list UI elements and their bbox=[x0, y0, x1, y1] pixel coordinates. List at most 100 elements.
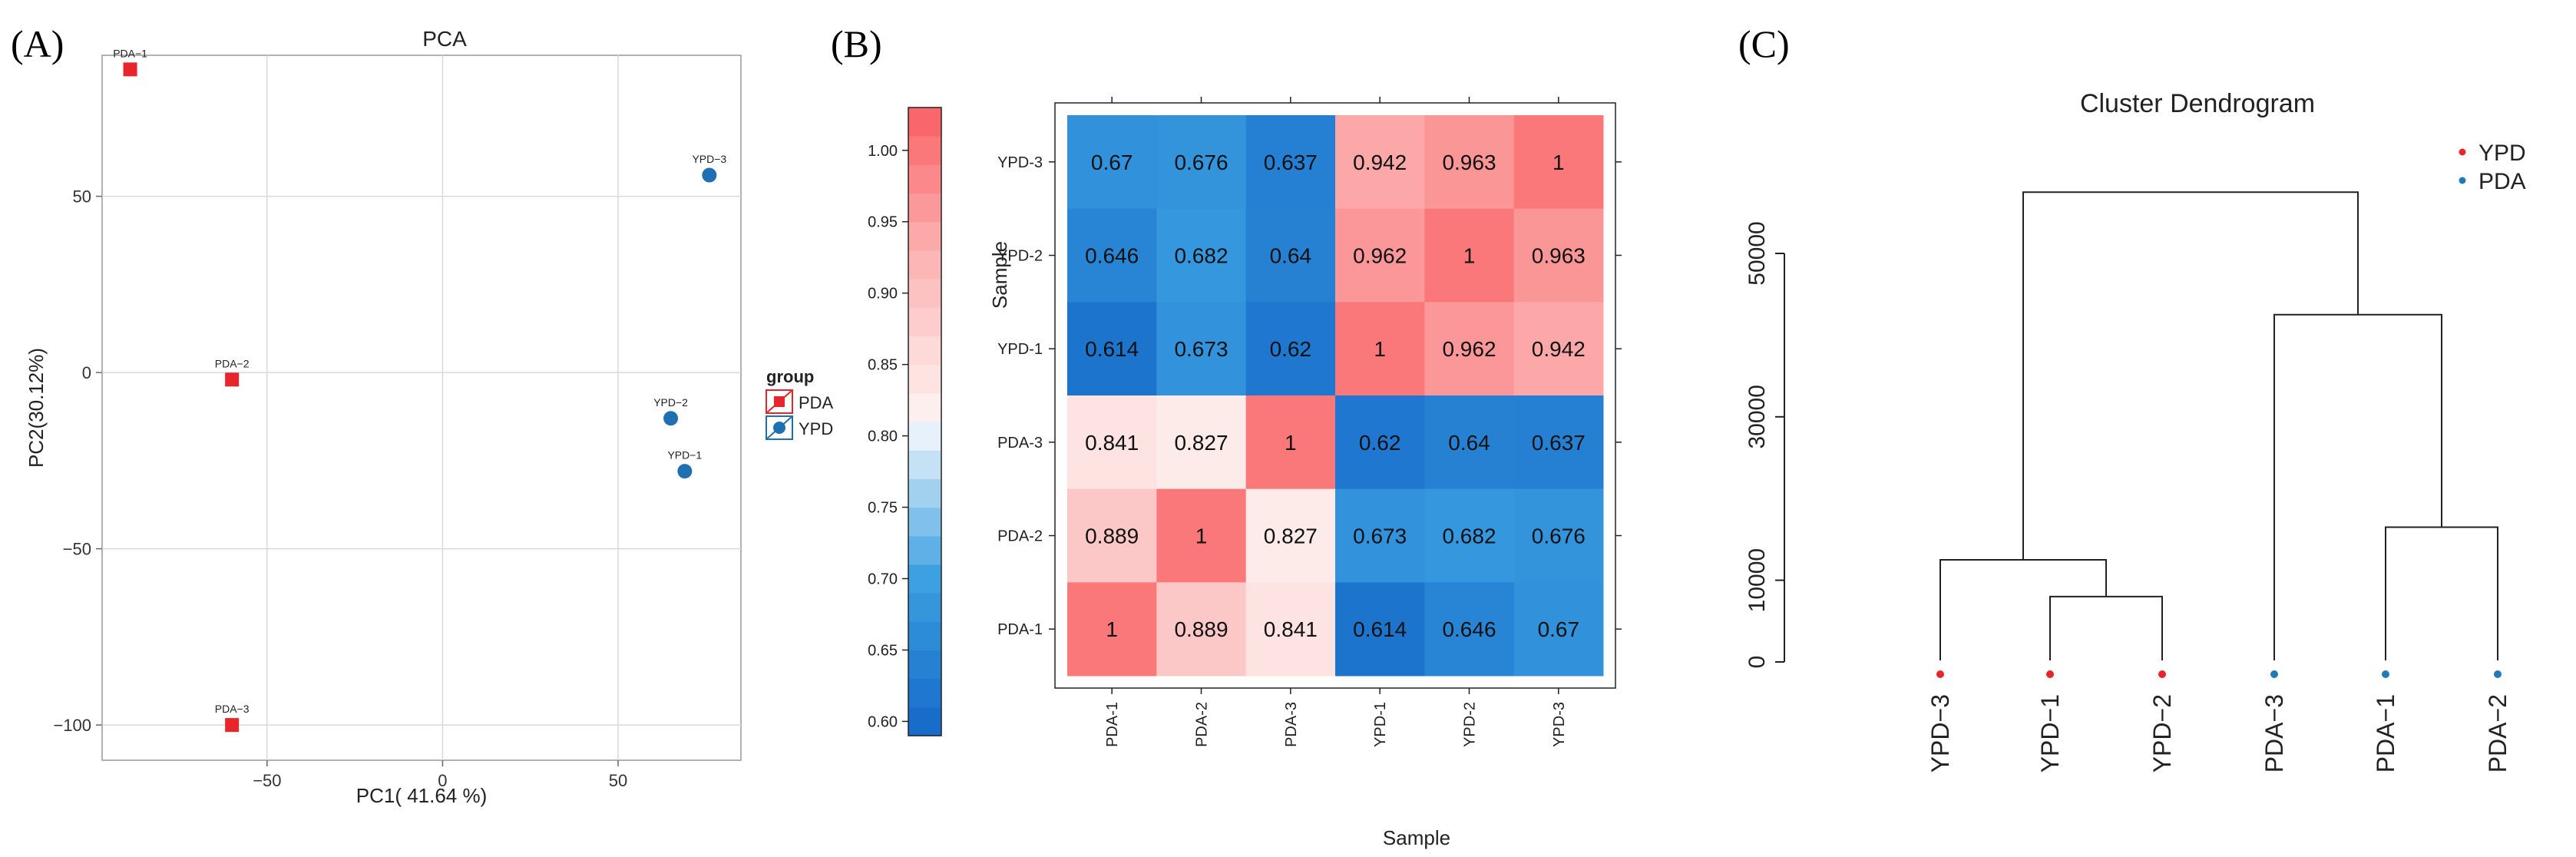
pca-legend-ypd-label: YPD bbox=[799, 419, 833, 438]
pca-points: PDA−1 PDA−2 PDA−3 YPD−3 YPD−2 YPD−1 bbox=[113, 47, 726, 733]
heatmap-cell bbox=[1156, 208, 1247, 303]
colorbar-tick-label: 0.70 bbox=[868, 571, 898, 588]
heatmap-cell bbox=[1513, 208, 1604, 303]
heatmap-cell-label: 0.646 bbox=[1085, 244, 1139, 268]
heatmap-col-label: YPD-1 bbox=[1372, 702, 1389, 747]
dendrogram-branch bbox=[2049, 595, 2163, 660]
panel-label-a: (A) bbox=[11, 22, 64, 65]
colorbar-segment bbox=[908, 478, 941, 508]
heatmap-cell-label: 0.64 bbox=[1270, 244, 1312, 268]
pca-point-pda-1 bbox=[123, 62, 137, 77]
colorbar-tick-label: 0.95 bbox=[868, 214, 898, 231]
heatmap-cell bbox=[1245, 582, 1336, 677]
pca-tick-label-y: −50 bbox=[63, 540, 91, 559]
heatmap-cell bbox=[1156, 488, 1247, 583]
heatmap-cell bbox=[1067, 208, 1157, 303]
heatmap-col-label: PDA-1 bbox=[1104, 702, 1121, 747]
dendrogram-leaf-dot bbox=[2046, 670, 2054, 678]
pca-point-label: YPD−2 bbox=[653, 396, 688, 409]
heatmap-cell-label: 0.673 bbox=[1174, 337, 1228, 361]
heatmap-cell bbox=[1424, 302, 1515, 396]
heatmap-cell bbox=[1424, 488, 1515, 583]
heatmap-cell bbox=[1335, 488, 1425, 583]
dendrogram-axis-tick-label: 0 bbox=[1744, 656, 1770, 669]
colorbar-segment bbox=[908, 221, 941, 251]
dendrogram-leaf-label: YPD−3 bbox=[1926, 694, 1954, 773]
heatmap-cell-label: 1 bbox=[1463, 244, 1476, 268]
dendrogram-title: Cluster Dendrogram bbox=[2080, 89, 2315, 118]
dendrogram-leaf-label: PDA−3 bbox=[2260, 694, 2288, 773]
heatmap-cell-label: 0.637 bbox=[1532, 431, 1586, 455]
heatmap-cell-label: 0.64 bbox=[1448, 431, 1490, 455]
pca-point-label: YPD−1 bbox=[667, 449, 702, 462]
heatmap-cell bbox=[1156, 582, 1247, 677]
dendrogram-leaves: YPD−3 YPD−1 YPD−2 PDA−3 PDA−1 PDA−2 bbox=[1926, 670, 2512, 773]
heatmap-cells: 0.67 0.676 0.637 0.942 0.963 1 0.646 0.682 0.64 0… bbox=[1067, 115, 1604, 677]
pca-grid bbox=[102, 55, 741, 760]
dendrogram-branch bbox=[2385, 526, 2498, 660]
heatmap-cell bbox=[1424, 208, 1515, 303]
pca-legend: group PDA YPD bbox=[766, 367, 834, 440]
pca-x-axis-label: PC1( 41.64 %) bbox=[356, 784, 488, 807]
pca-tick-label-y: 50 bbox=[73, 187, 91, 207]
pca-point-ypd-2 bbox=[663, 411, 679, 426]
heatmap-cell-label: 0.963 bbox=[1532, 244, 1586, 268]
colorbar-segment bbox=[908, 307, 941, 337]
heatmap-cell-label: 0.962 bbox=[1442, 337, 1496, 361]
colorbar-segment bbox=[908, 706, 941, 736]
heatmap-row-label: PDA-2 bbox=[997, 528, 1043, 545]
heatmap-cell bbox=[1245, 208, 1336, 303]
heatmap-cell-label: 1 bbox=[1553, 151, 1565, 174]
pca-tick-label-x: −50 bbox=[253, 771, 281, 790]
colorbar-segment bbox=[908, 164, 941, 194]
heatmap-cell-label: 0.646 bbox=[1442, 617, 1496, 641]
colorbar-frame bbox=[908, 107, 942, 736]
heatmap-cell-label: 0.682 bbox=[1174, 244, 1228, 268]
heatmap-cell bbox=[1424, 115, 1515, 210]
heatmap-cell bbox=[1156, 395, 1247, 490]
colorbar-segment bbox=[908, 507, 941, 537]
colorbar-tick-label: 0.75 bbox=[868, 500, 898, 517]
pca-tick-label-x: 0 bbox=[438, 771, 447, 790]
colorbar-segment bbox=[908, 136, 941, 165]
dendrogram-leaf-label: YPD−1 bbox=[2036, 694, 2064, 773]
colorbar-tick-label: 1.00 bbox=[868, 143, 898, 160]
pca-legend-ypd-marker bbox=[773, 422, 785, 434]
pca-legend-title: group bbox=[766, 367, 814, 386]
panel-label-b: (B) bbox=[831, 22, 882, 65]
heatmap-cell bbox=[1245, 488, 1336, 583]
dendrogram-branch bbox=[2022, 191, 2359, 560]
colorbar-tick-label: 0.85 bbox=[868, 357, 898, 374]
heatmap-cell bbox=[1513, 488, 1604, 583]
dendrogram-branch bbox=[2273, 313, 2442, 660]
heatmap-col-label: YPD-2 bbox=[1462, 702, 1479, 747]
heatmap-cell bbox=[1067, 395, 1157, 490]
heatmap-cell-label: 0.67 bbox=[1091, 151, 1133, 174]
heatmap-cell-label: 1 bbox=[1374, 337, 1386, 361]
heatmap-cell bbox=[1245, 395, 1336, 490]
heatmap-cell-label: 1 bbox=[1195, 524, 1208, 548]
heatmap-cell bbox=[1335, 582, 1425, 677]
pca-point-pda-2 bbox=[225, 372, 240, 387]
pca-legend-pda-marker bbox=[774, 396, 785, 407]
heatmap-cell-label: 0.673 bbox=[1353, 524, 1407, 548]
pca-title: PCA bbox=[422, 27, 467, 51]
heatmap-col-label: PDA-2 bbox=[1194, 702, 1211, 747]
heatmap-cell bbox=[1245, 115, 1336, 210]
pca-ticks: −50 0 50 −100 −50 0 50 bbox=[53, 187, 627, 790]
panel-label-c: (C) bbox=[1738, 22, 1790, 65]
colorbar-segment bbox=[908, 279, 941, 308]
heatmap-colorbar bbox=[908, 107, 942, 736]
pca-tick-label-y: 0 bbox=[82, 363, 91, 382]
colorbar-segment bbox=[908, 564, 941, 594]
heatmap-cell bbox=[1335, 208, 1425, 303]
heatmap-axes: YPD-3 YPD-2 YPD-1 PDA-3 PDA-2 PDA-1 PDA-1 PDA-2… bbox=[997, 97, 1622, 747]
colorbar-segment bbox=[908, 392, 941, 422]
heatmap-cell-label: 0.827 bbox=[1174, 431, 1228, 455]
pca-point-label: PDA−3 bbox=[215, 703, 250, 715]
colorbar-segment bbox=[908, 250, 941, 280]
heatmap-cell-label: 0.614 bbox=[1085, 337, 1139, 361]
colorbar-segment bbox=[908, 450, 941, 479]
dendrogram-legend-ypd-dot bbox=[2459, 148, 2466, 156]
heatmap-cell bbox=[1513, 115, 1604, 210]
